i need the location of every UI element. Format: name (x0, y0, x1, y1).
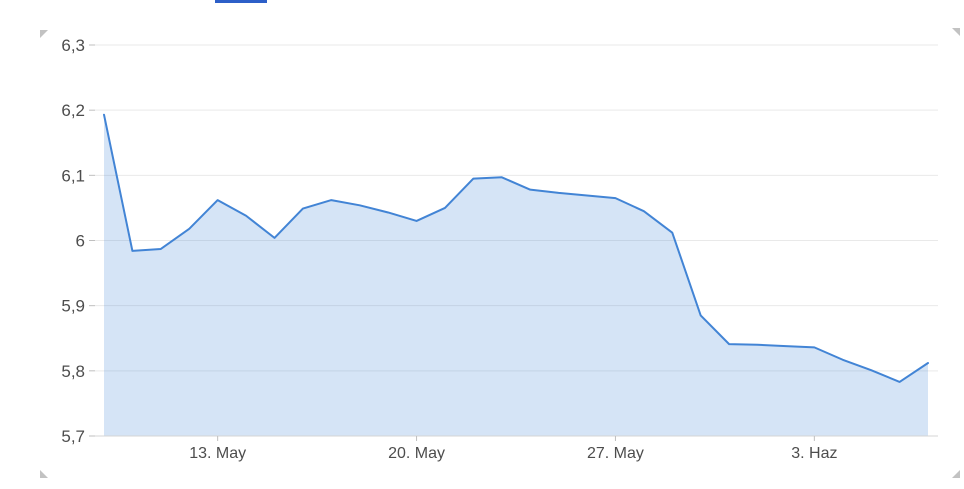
y-axis-label: 5,8 (61, 362, 85, 381)
series-area (104, 114, 928, 436)
y-axis-label: 5,7 (61, 427, 85, 446)
active-tab-indicator[interactable] (215, 0, 267, 3)
y-axis-label: 6 (76, 232, 85, 251)
y-axis-label: 6,3 (61, 36, 85, 55)
x-axis-label: 3. Haz (791, 445, 837, 462)
x-axis-label: 13. May (189, 445, 246, 462)
x-axis-label: 20. May (388, 445, 445, 462)
watermark-corner-bottom-right (952, 470, 960, 478)
y-axis-label: 6,2 (61, 101, 85, 120)
series-line[interactable] (103, 113, 929, 383)
watermark-corner-top-left (40, 30, 48, 38)
y-axis-label: 6,1 (61, 166, 85, 185)
watermark-corner-top-right (952, 28, 960, 36)
x-axis-label: 27. May (587, 445, 644, 462)
y-axis-label: 5,9 (61, 297, 85, 316)
watermark-corner-bottom-left (40, 470, 48, 478)
